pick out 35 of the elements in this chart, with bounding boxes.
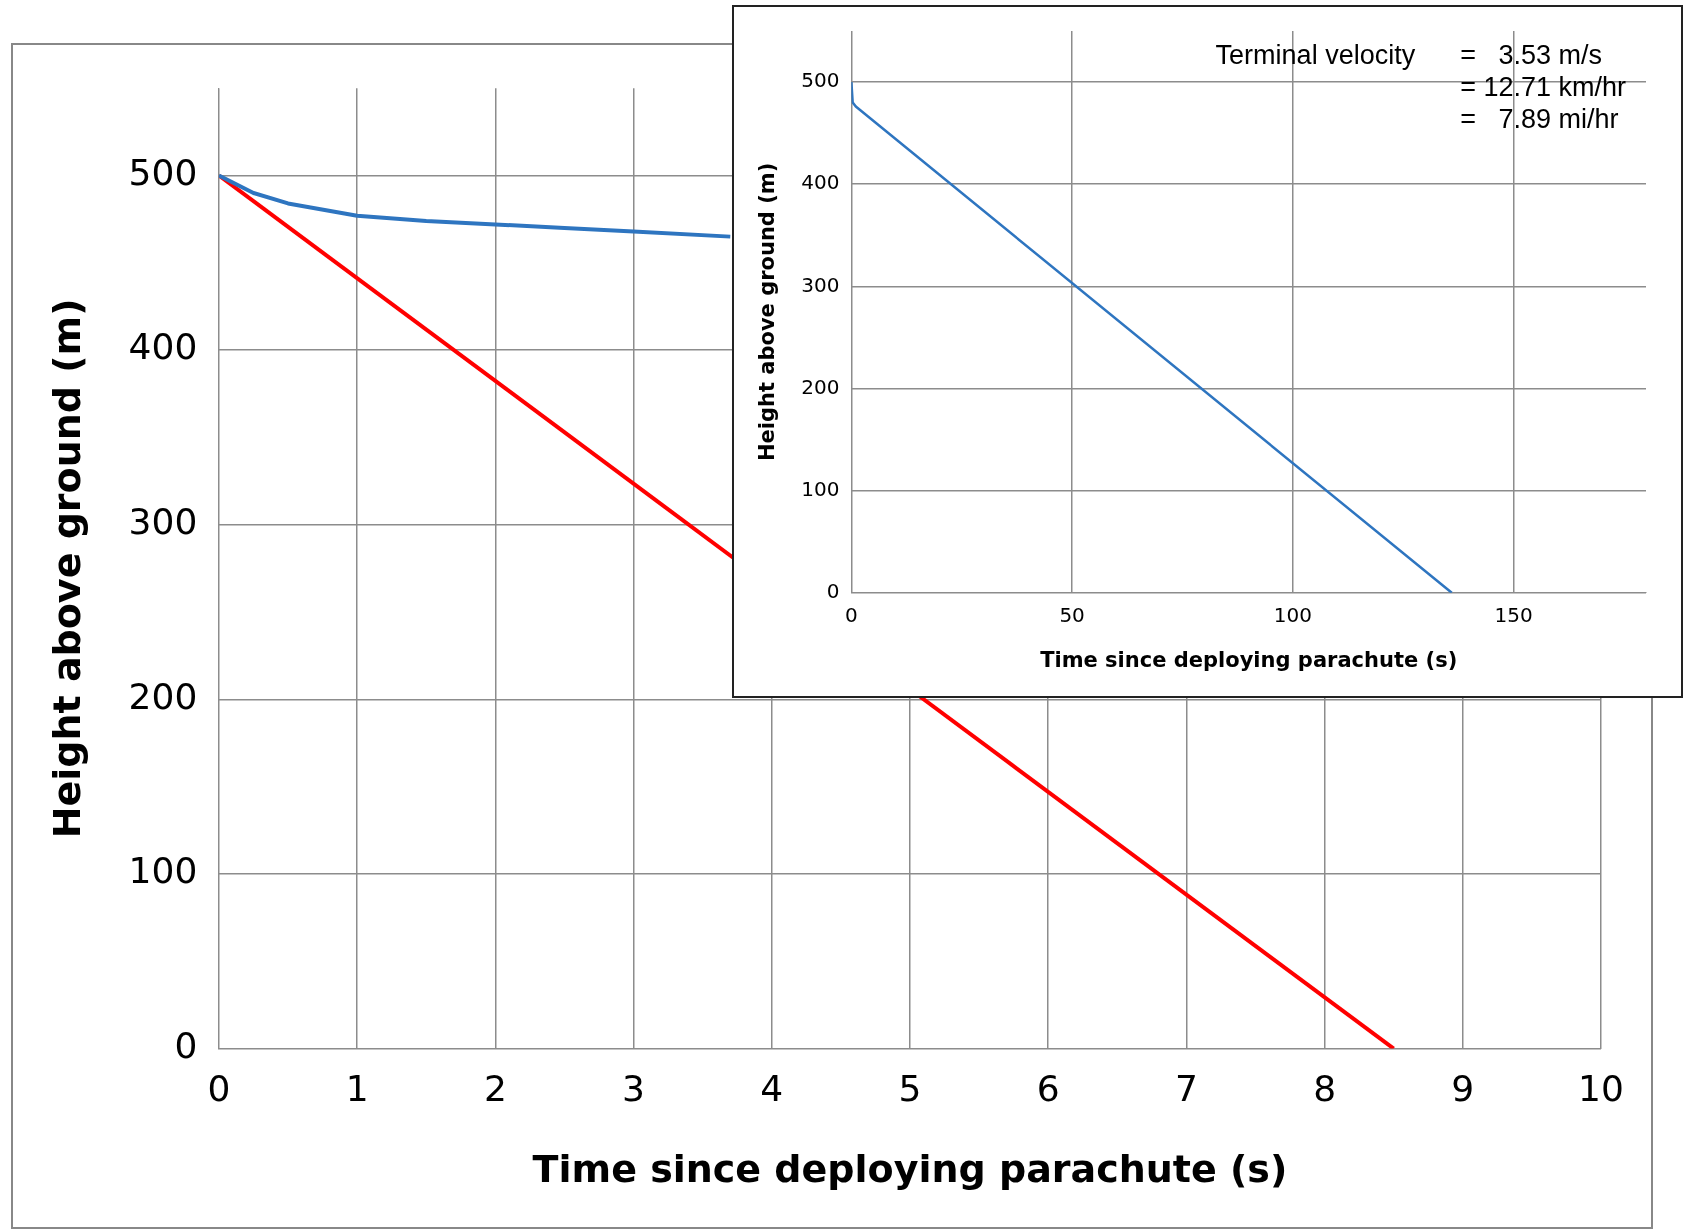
y-tick-label: 100 xyxy=(128,850,198,892)
annotation: = 12.71 km/hr xyxy=(1460,72,1627,103)
x-tick-label: 2 xyxy=(483,1068,507,1110)
y-tick-label: 200 xyxy=(801,374,840,399)
y-tick-label: 0 xyxy=(826,579,840,603)
x-axis-title: Time since deploying parachute (s) xyxy=(1040,647,1458,672)
y-tick-label: 400 xyxy=(801,170,840,195)
y-axis-title: Height above ground (m) xyxy=(755,162,780,462)
annotation: Terminal velocity xyxy=(1215,40,1416,71)
x-tick-label: 10 xyxy=(1578,1068,1624,1110)
y-tick-label: 100 xyxy=(801,476,840,501)
y-tick-label: 400 xyxy=(128,326,198,368)
y-axis-title: Height above ground (m) xyxy=(44,298,89,839)
y-tick-label: 500 xyxy=(801,68,840,93)
x-tick-label: 0 xyxy=(207,1068,231,1110)
y-tick-label: 300 xyxy=(128,501,198,543)
x-tick-label: 8 xyxy=(1313,1068,1337,1110)
x-tick-label: 4 xyxy=(760,1068,784,1110)
annotation: = 7.89 mi/hr xyxy=(1460,104,1619,135)
y-tick-label: 300 xyxy=(801,272,840,297)
x-tick-label: 5 xyxy=(898,1068,922,1110)
x-tick-label: 3 xyxy=(622,1068,645,1110)
x-tick-label: 7 xyxy=(1174,1068,1198,1110)
x-tick-label: 1 xyxy=(345,1068,369,1110)
y-tick-label: 500 xyxy=(128,151,198,193)
x-tick-label: 6 xyxy=(1036,1068,1060,1110)
x-tick-label: 150 xyxy=(1494,603,1533,627)
y-tick-label: 200 xyxy=(128,675,198,717)
x-tick-label: 100 xyxy=(1273,603,1312,627)
x-axis-title: Time since deploying parachute (s) xyxy=(532,1147,1288,1192)
x-tick-label: 50 xyxy=(1059,603,1085,627)
annotation: = 3.53 m/s xyxy=(1460,40,1602,71)
x-tick-label: 9 xyxy=(1451,1068,1475,1110)
x-tick-label: 0 xyxy=(845,603,858,627)
y-tick-label: 0 xyxy=(174,1024,198,1066)
